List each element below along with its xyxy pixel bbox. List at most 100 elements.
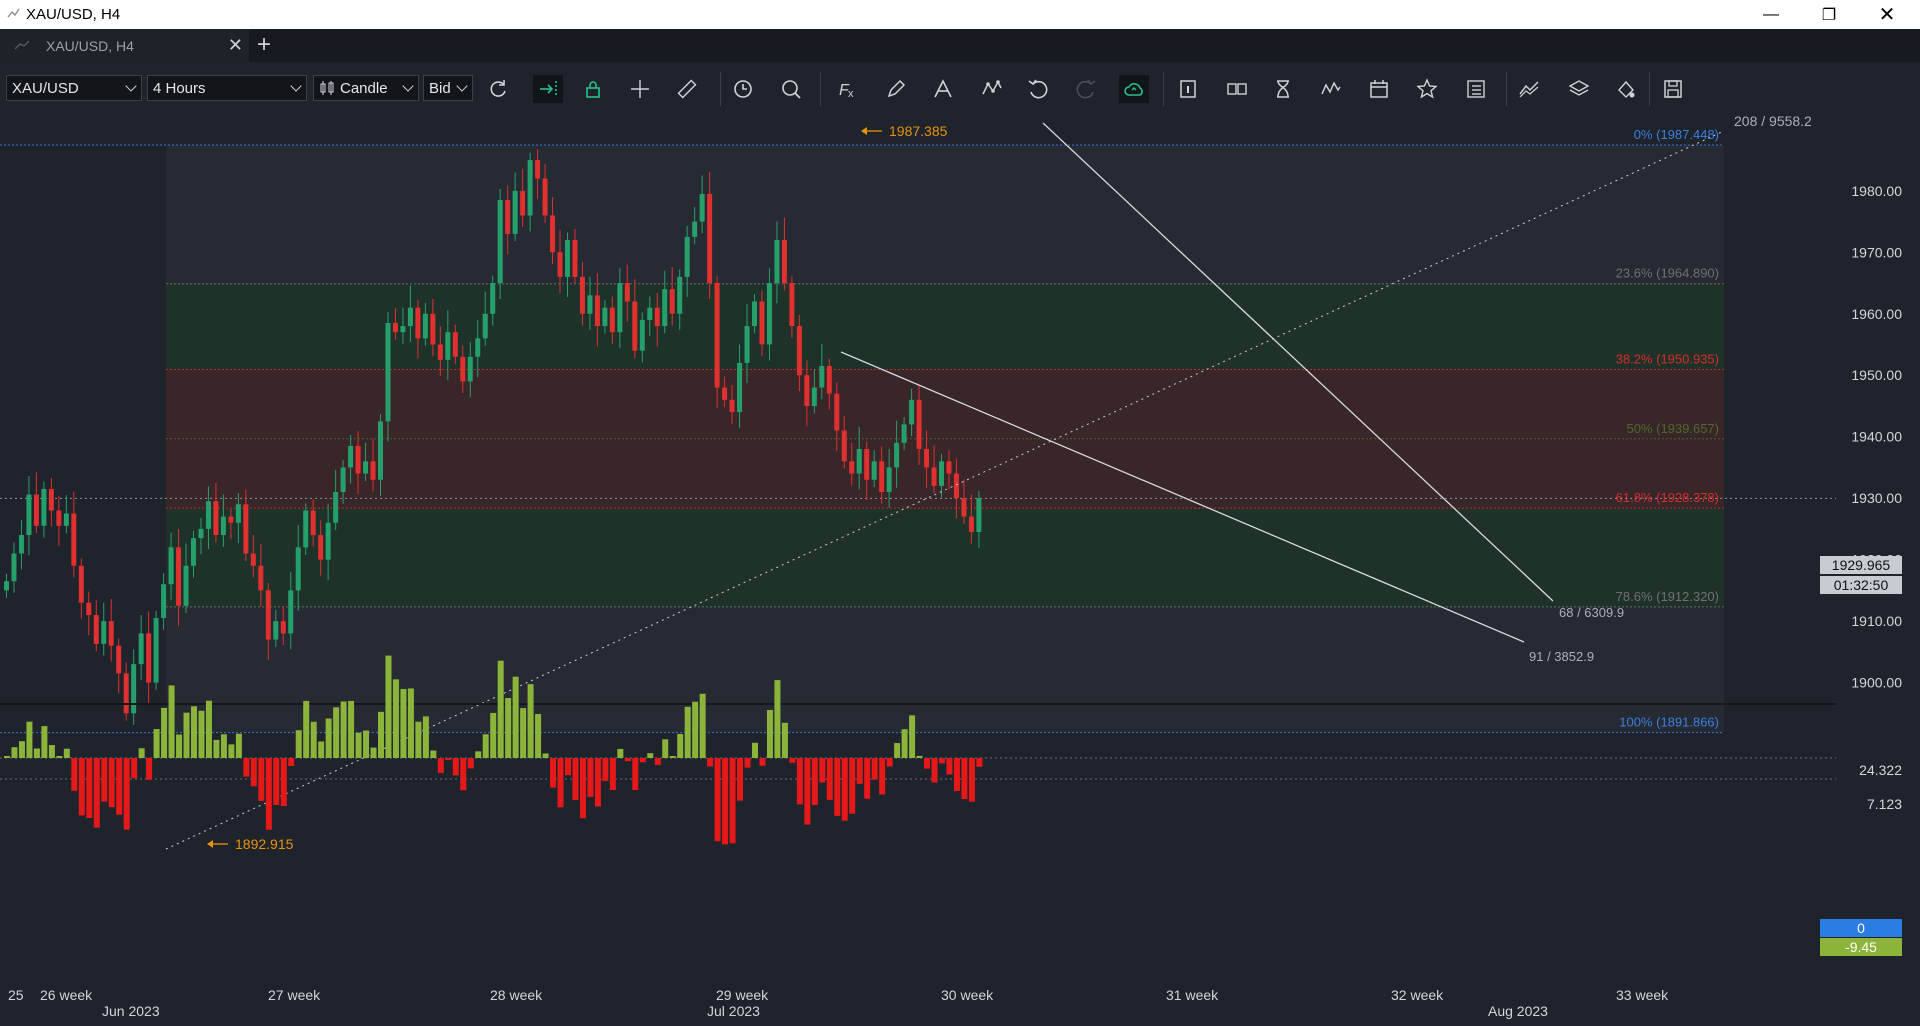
cloud-save-button[interactable] <box>1119 75 1149 103</box>
price-side-select[interactable]: Bid <box>423 75 473 101</box>
candle-body <box>609 307 615 333</box>
candle-body <box>587 295 593 314</box>
theme-button[interactable] <box>1611 75 1641 103</box>
candle-body <box>183 565 189 606</box>
tab-close-icon[interactable]: ✕ <box>227 35 243 55</box>
clock-button[interactable] <box>728 75 758 103</box>
oscillator-bar <box>497 660 504 758</box>
candle-body <box>497 200 503 284</box>
oscillator-bar <box>639 758 646 763</box>
candle-body <box>228 516 234 523</box>
week-label: 27 week <box>268 987 321 1003</box>
oscillator-bar <box>752 742 758 758</box>
list-button[interactable] <box>1461 75 1491 103</box>
fib-label: 78.6% (1912.320) <box>1616 589 1719 604</box>
hourglass-button[interactable] <box>1268 75 1298 103</box>
candle-body <box>722 387 728 400</box>
chevron-down-icon <box>456 80 468 92</box>
oscillator-bar <box>191 706 197 758</box>
oscillator-bar <box>86 758 93 819</box>
undo-button[interactable] <box>1023 75 1053 103</box>
week-label: 30 week <box>941 987 994 1003</box>
window-title: XAU/USD, H4 <box>26 6 121 23</box>
price-chart[interactable]: 0% (1987.448) 23.6% (1964.890) 38.2% (1950… <box>0 113 1920 1021</box>
week-label: 32 week <box>1391 987 1444 1003</box>
candle-body <box>63 513 69 526</box>
timeframe-select[interactable]: 4 Hours <box>147 75 307 101</box>
candle-body <box>961 498 967 517</box>
redo-button[interactable] <box>1071 75 1101 103</box>
oscillator-bar <box>886 758 893 767</box>
crosshair-button[interactable] <box>625 75 655 103</box>
candle-body <box>565 239 570 277</box>
lock-icon <box>586 81 600 98</box>
calendar-button[interactable] <box>1364 75 1394 103</box>
tab-chart[interactable]: XAU/USD, H4 ✕ <box>0 29 249 62</box>
waves-button[interactable] <box>1316 75 1346 103</box>
oscillator-bar <box>542 753 549 758</box>
candle-body <box>953 473 959 499</box>
waves-icon <box>1321 81 1341 95</box>
layers-button[interactable] <box>1564 75 1594 103</box>
chart-type-select[interactable]: Candle <box>313 75 419 101</box>
oscillator-bar <box>587 758 594 797</box>
oscillator-bar <box>318 741 325 758</box>
candle-body <box>422 313 428 339</box>
strategy-button[interactable] <box>1514 75 1544 103</box>
compare-button[interactable] <box>1222 75 1252 103</box>
candle-body <box>363 461 369 474</box>
timeframe-value: 4 Hours <box>153 79 206 97</box>
candle-body <box>280 621 286 634</box>
save-button[interactable] <box>1658 75 1688 103</box>
low-arrow-icon <box>207 840 213 848</box>
candle-body <box>392 322 398 333</box>
lower-wedge-line <box>840 351 1525 643</box>
ruler-button[interactable] <box>672 75 702 103</box>
oscillator-bar <box>138 748 145 758</box>
fib-label: 100% (1891.866) <box>1619 715 1719 730</box>
fib-zone-red <box>166 369 1724 509</box>
oscillator-bar <box>71 758 78 791</box>
oscillator-bar <box>467 758 474 769</box>
minimize-button[interactable]: — <box>1742 0 1800 29</box>
candle-body <box>841 430 847 462</box>
pencil-button[interactable] <box>881 75 911 103</box>
refresh-button[interactable] <box>483 75 513 103</box>
oscillator-bar <box>662 739 669 758</box>
candle-body <box>333 492 339 523</box>
price-side-value: Bid <box>429 79 451 97</box>
oscillator-bar <box>235 733 242 758</box>
new-tab-button[interactable]: + <box>253 31 275 59</box>
oscillator-bar <box>131 758 138 779</box>
lock-button[interactable] <box>578 75 608 103</box>
chart-area[interactable]: 0% (1987.448) 23.6% (1964.890) 38.2% (1950… <box>0 113 1920 1021</box>
candle-body <box>93 614 99 644</box>
oscillator-bar <box>273 758 280 805</box>
text-tool-button[interactable] <box>928 75 958 103</box>
star-button[interactable] <box>1412 75 1442 103</box>
oscillator-bar <box>63 748 70 758</box>
candle-body <box>512 190 518 234</box>
oscillator-bar <box>557 758 564 808</box>
oscillator-bar <box>961 758 968 800</box>
candle-body <box>33 494 39 526</box>
candle-body <box>834 393 840 431</box>
candle-body <box>482 313 488 339</box>
candle-body <box>968 516 974 532</box>
close-window-button[interactable]: ✕ <box>1858 0 1916 29</box>
close-icon: ✕ <box>1878 4 1896 26</box>
info-button[interactable] <box>1173 75 1203 103</box>
auto-scroll-button[interactable] <box>533 75 563 103</box>
ruler-icon <box>677 79 697 99</box>
symbol-select[interactable]: XAU/USD <box>6 75 142 101</box>
zoom-button[interactable] <box>776 75 806 103</box>
pattern-button[interactable] <box>977 75 1007 103</box>
restore-button[interactable]: ❐ <box>1800 0 1858 29</box>
crosshair-icon <box>631 80 649 98</box>
week-label: 28 week <box>490 987 543 1003</box>
oscillator-bar <box>265 758 272 830</box>
compare-icon <box>1227 83 1247 95</box>
text-tool-icon <box>934 79 952 98</box>
diagonal-trendline <box>165 130 1725 850</box>
